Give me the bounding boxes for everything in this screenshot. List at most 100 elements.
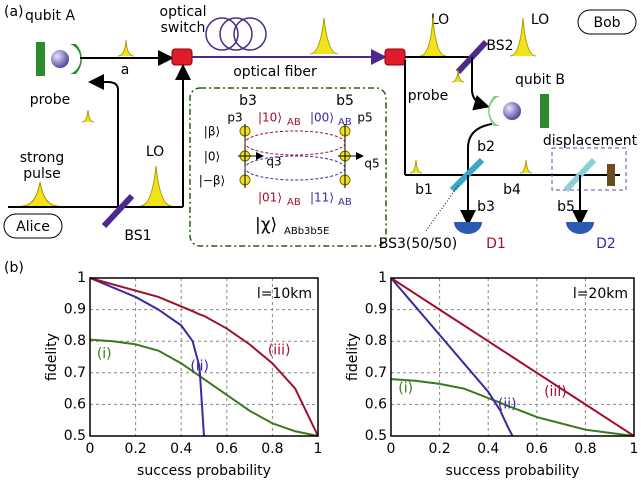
x-tick-label: 0: [86, 441, 95, 457]
panel-label: (a): [4, 4, 24, 20]
x-tick-label: 0.6: [526, 441, 548, 457]
ket: |01⟩: [258, 191, 282, 205]
ket-sub: AB: [287, 197, 301, 208]
mode-label: b1: [415, 182, 433, 198]
inset-label: |−β⟩: [199, 174, 225, 188]
ket-sub: AB: [338, 197, 352, 208]
displacement-label: displacement: [543, 133, 638, 149]
ket: |11⟩: [310, 191, 334, 205]
x-tick-label: 1: [314, 441, 323, 457]
x-tick-label: 0.6: [216, 441, 238, 457]
x-tick-label: 0.8: [261, 441, 283, 457]
party-label: Bob: [593, 15, 620, 31]
displacement-source: [607, 164, 615, 186]
ket-sub: AB: [287, 117, 301, 128]
bs-label: BS3(50/50): [379, 236, 457, 252]
series-label: (iii): [268, 343, 291, 359]
beam: [472, 57, 486, 106]
strong-label: pulse: [23, 166, 61, 182]
lo-label: LO: [531, 12, 549, 28]
chi: |χ⟩: [255, 215, 277, 235]
mode-label: b2: [477, 139, 495, 155]
lo-label: LO: [146, 144, 164, 160]
x-tick-label: 0.8: [574, 441, 596, 457]
detector-label: D2: [596, 236, 616, 252]
detector-label: D1: [486, 236, 506, 252]
x-tick-label: 0.2: [124, 441, 146, 457]
detector: [454, 222, 482, 234]
pulse: [310, 18, 338, 54]
mode-label: b3: [477, 199, 495, 215]
inset-label: p3: [227, 111, 242, 125]
strong-label: strong: [20, 150, 65, 166]
x-tick-label: 0: [387, 441, 396, 457]
chart: 0.5 0.6 0.7 0.8 0.9 1 0 0.2 0.4 0.6 0.8 1 (i) (ii) (ii…: [345, 270, 638, 479]
inset-label: p5: [357, 111, 372, 125]
y-tick-label: 0.7: [64, 365, 86, 381]
pulse: [22, 182, 58, 206]
fiber-loops: [206, 18, 266, 50]
series-label: (ii): [190, 358, 209, 374]
x-tick-label: 1: [630, 441, 639, 457]
optical-switch: [172, 49, 192, 65]
series-line: [391, 278, 513, 436]
y-tick-label: 0.8: [365, 333, 387, 349]
probe-label: probe: [30, 92, 70, 108]
x-tick-label: 0.4: [477, 441, 499, 457]
series-label: (i): [398, 381, 413, 397]
panel-a: (a) qubit A a optical switch probe stron…: [4, 4, 638, 252]
x-axis-label: success probability: [137, 463, 271, 479]
inset-label: b5: [336, 93, 354, 109]
mode-label: b4: [503, 182, 521, 198]
y-tick-label: 0.6: [365, 396, 387, 412]
y-tick-label: 1: [378, 270, 387, 286]
switch-label: switch: [161, 20, 206, 36]
probe-path: [92, 82, 118, 208]
ket: |00⟩: [310, 111, 334, 125]
inset-label: q5: [364, 157, 379, 171]
mode-label: a: [121, 62, 130, 78]
y-axis-label: fidelity: [345, 333, 361, 381]
y-tick-label: 0.9: [365, 302, 387, 318]
chi-sub: ABb3b5E: [284, 226, 329, 237]
x-tick-label: 0.2: [428, 441, 450, 457]
inset-label: |0⟩: [204, 150, 220, 164]
pulse: [118, 40, 134, 56]
qubit-label: qubit A: [25, 8, 75, 24]
inset-label: |β⟩: [204, 125, 220, 139]
panel-label: (b): [4, 260, 24, 276]
bs-label: BS2: [486, 38, 513, 54]
optical-switch: [385, 49, 405, 65]
qubit-cavity: [540, 94, 549, 128]
bs-label: BS1: [124, 228, 151, 244]
ket-sub: AB: [338, 117, 352, 128]
pulse: [520, 160, 532, 173]
qubit-atom: [51, 50, 69, 68]
inset: b3 b5 p3 p5 |β⟩ |0⟩ |−β⟩ q3 q5 |10⟩ AB |…: [190, 88, 386, 246]
inset-label: q3: [266, 155, 281, 169]
x-tick-label: 0.4: [170, 441, 192, 457]
switch-label: optical: [160, 4, 207, 20]
qubit-label: qubit B: [515, 72, 565, 88]
series-label: (i): [97, 346, 112, 362]
qubit-mirror: [488, 96, 500, 126]
y-tick-label: 0.8: [64, 333, 86, 349]
series-label: (iii): [544, 384, 567, 400]
detector: [566, 222, 594, 234]
pulse: [410, 160, 422, 173]
inset-label: b3: [239, 93, 257, 109]
qubit-cavity: [36, 42, 45, 76]
pulse: [82, 110, 94, 122]
y-tick-label: 0.5: [365, 428, 387, 444]
fiber-label: optical fiber: [233, 64, 317, 80]
x-axis-label: success probability: [446, 463, 580, 479]
y-tick-label: 0.9: [64, 302, 86, 318]
figure: (a) qubit A a optical switch probe stron…: [0, 0, 641, 487]
y-tick-label: 0.7: [365, 365, 387, 381]
qubit-atom: [503, 102, 521, 120]
party-label: Alice: [16, 219, 50, 235]
mode-label: b5: [557, 199, 575, 215]
series-label: (ii): [498, 396, 517, 412]
y-tick-label: 1: [77, 270, 86, 286]
